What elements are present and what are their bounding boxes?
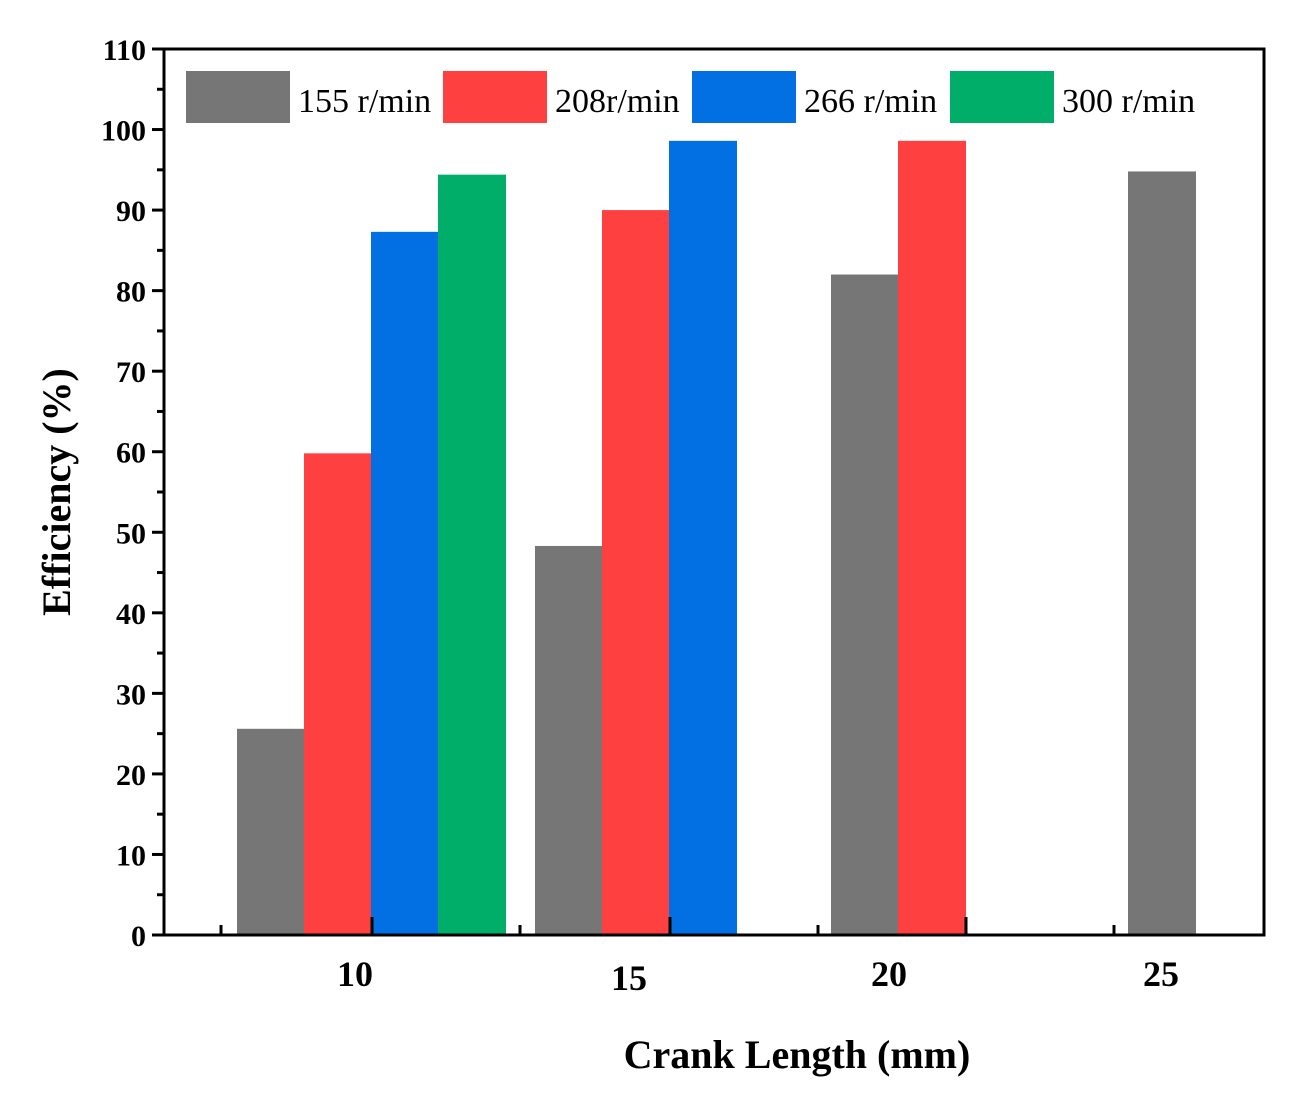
y-tick-label: 50 [116,517,146,550]
bar-155-r-min-15 [535,545,603,935]
y-tick-label: 100 [101,115,146,148]
bar-155-r-min-10 [237,728,305,935]
bar-155-r-min-25 [1128,171,1196,936]
x-tick-label: 15 [611,958,647,998]
bar-266-r-min-15 [669,140,737,935]
y-tick-label: 20 [116,759,146,792]
y-tick-label: 40 [116,598,146,631]
x-tick-label: 20 [871,954,907,994]
bar-155-r-min-20 [831,274,899,935]
legend-label: 300 r/min [1062,83,1195,120]
x-tick-label: 25 [1143,954,1179,994]
legend-swatch [186,71,290,123]
y-tick-label: 110 [103,34,146,67]
legend-label: 208r/min [555,83,680,120]
bar-208r-min-20 [898,140,966,935]
axes-layer: 0 10 20 30 40 50 60 70 80 90 100 110 10 15 20 25 [101,34,1266,998]
legend: 155 r/min 208r/min 266 r/min 300 r/min [186,71,1195,123]
legend-label: 155 r/min [298,83,431,120]
x-axis-title: Crank Length (mm) [624,1032,971,1077]
y-tick-label: 70 [116,356,146,389]
bar-266-r-min-10 [371,231,439,935]
x-tick-label: 10 [337,954,373,994]
bar-208r-min-15 [602,210,670,935]
y-tick-label: 60 [116,437,146,470]
y-axis-title: Efficiency (%) [34,368,79,616]
bar-208r-min-10 [304,453,372,935]
bars-layer [237,140,1196,936]
y-tick-label: 80 [116,276,146,309]
bar-300-r-min-10 [438,174,506,936]
legend-swatch [443,71,547,123]
legend-label: 266 r/min [804,83,937,120]
y-tick-label: 90 [116,195,146,228]
y-tick-label: 10 [116,839,146,872]
y-tick-label: 30 [116,678,146,711]
y-tick-label: 0 [131,920,146,953]
legend-swatch [950,71,1054,123]
legend-swatch [692,71,796,123]
